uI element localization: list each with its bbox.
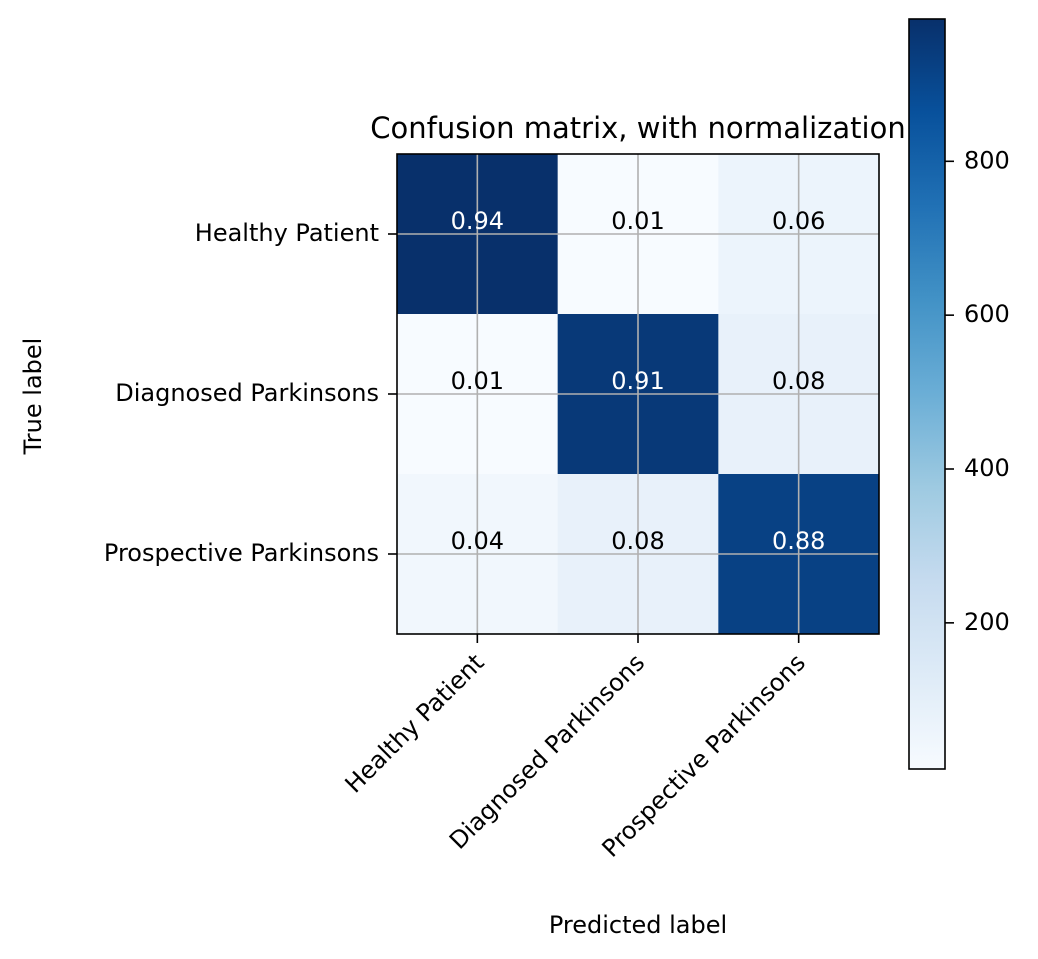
colorbar-tick-label: 200 [964, 608, 1010, 636]
y-axis-label: True label [19, 338, 47, 456]
colorbar-tick-label: 800 [964, 146, 1010, 174]
cell-value-labels: 0.94 0.01 0.06 0.01 0.91 0.08 0.04 0.08 0.88 [451, 207, 826, 555]
y-axis-ticks: Healthy Patient Diagnosed Parkinsons Prosp… [104, 219, 397, 567]
cell-label-r2-c1: 0.08 [611, 527, 664, 555]
grid-lines [397, 154, 879, 634]
y-tick-label: Diagnosed Parkinsons [115, 379, 379, 407]
colorbar-tick-label: 400 [964, 454, 1010, 482]
chart-title: Confusion matrix, with normalization [370, 111, 905, 145]
cell-label-r0-c1: 0.01 [611, 207, 664, 235]
colorbar-tick-label: 600 [964, 300, 1010, 328]
cell-label-r2-c0: 0.04 [451, 527, 504, 555]
cell-label-r1-c1: 0.91 [611, 367, 664, 395]
colorbar: 200 400 600 800 [908, 18, 1010, 770]
colorbar-gradient [908, 18, 946, 770]
y-tick-label: Prospective Parkinsons [104, 539, 379, 567]
cell-label-r1-c2: 0.08 [772, 367, 825, 395]
cell-label-r0-c2: 0.06 [772, 207, 825, 235]
y-tick-label: Healthy Patient [195, 219, 379, 247]
cell-label-r1-c0: 0.01 [451, 367, 504, 395]
cell-label-r2-c2: 0.88 [772, 527, 825, 555]
cell-label-r0-c0: 0.94 [451, 207, 504, 235]
x-axis-label: Predicted label [549, 911, 727, 939]
